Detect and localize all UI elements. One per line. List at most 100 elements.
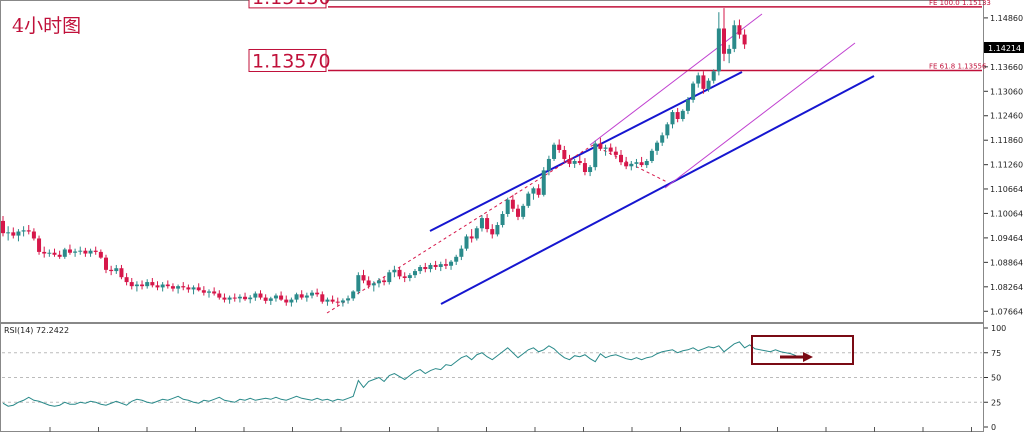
candle-body — [155, 285, 160, 288]
current-price-tag: 1.14214 — [984, 42, 1024, 53]
candle-body — [675, 112, 680, 120]
chart-title: 4小时图 — [12, 15, 81, 37]
candle-body — [526, 193, 531, 206]
candle-body — [346, 298, 351, 301]
candle-body — [474, 228, 479, 239]
candle-body — [140, 284, 145, 287]
candle-body — [418, 267, 423, 272]
candle-layer — [1, 8, 747, 307]
candle-body — [253, 293, 258, 298]
candle-body — [624, 162, 629, 167]
candle-body — [541, 170, 546, 195]
candle-body — [387, 272, 392, 283]
fib-small-label: FE 61.8 1.13556 — [929, 62, 987, 70]
candle-body — [196, 287, 201, 291]
grid-layer — [2, 352, 982, 403]
candle-body — [634, 162, 639, 164]
candle-body — [644, 161, 649, 166]
candle-body — [706, 80, 711, 89]
price-tick-label: 1.10064 — [990, 209, 1023, 218]
candle-body — [176, 286, 181, 289]
candle-body — [258, 293, 263, 298]
candle-body — [134, 284, 139, 287]
candle-body — [217, 293, 222, 298]
fib-label-box — [248, 0, 327, 9]
candle-body — [557, 144, 562, 150]
price-tick-label: 1.11860 — [990, 136, 1023, 145]
candle-body — [366, 280, 371, 286]
candle-body — [485, 218, 490, 230]
candle-body — [263, 297, 268, 301]
candle-body — [330, 299, 335, 302]
rsi-tick-label: 25 — [991, 398, 1001, 407]
candle-body — [42, 251, 47, 254]
rsi-tick-label: 0 — [991, 423, 996, 432]
candle-body — [31, 231, 36, 239]
candle-body — [181, 286, 186, 288]
candle-body — [83, 250, 88, 254]
candle-body — [268, 298, 273, 301]
candle-body — [407, 275, 412, 279]
candle-body — [191, 287, 196, 290]
candle-body — [93, 250, 98, 252]
price-tick-label: 1.08864 — [990, 258, 1023, 267]
candle-body — [170, 286, 175, 289]
candle-body — [649, 150, 654, 161]
current-price-text: 1.14214 — [988, 44, 1021, 53]
candle-body — [320, 294, 325, 302]
candle-body — [598, 143, 603, 149]
rsi-layer — [2, 341, 797, 407]
candle-body — [57, 254, 62, 257]
candle-body — [722, 28, 726, 54]
candle-body — [588, 167, 593, 173]
fib-layer: 1.15130 FE 100.0 1.15133 1.13570 FE 61.8 1.… — [248, 0, 991, 72]
rsi-label: RSI(14) 72.2422 — [4, 326, 69, 335]
channel-upper-line — [429, 71, 743, 232]
candle-body — [510, 199, 515, 209]
candle-body — [1, 220, 5, 234]
fib-label-box — [248, 48, 327, 72]
candle-body — [629, 163, 634, 167]
candle-body — [536, 188, 541, 195]
candle-body — [361, 275, 366, 281]
candle-body — [284, 299, 289, 303]
candle-body — [577, 161, 582, 164]
candle-body — [552, 144, 557, 159]
candle-body — [62, 249, 67, 257]
price-tick-label: 1.12460 — [990, 112, 1023, 121]
candle-body — [665, 124, 670, 136]
candle-body — [397, 269, 402, 277]
rsi-highlight-box — [751, 335, 854, 365]
fib-level-label: 1.15130 — [252, 0, 331, 9]
candle-body — [727, 48, 732, 54]
candle-body — [21, 230, 26, 232]
candle-body — [201, 290, 206, 293]
candle-body — [737, 25, 742, 35]
fib-level-label: 1.13570 — [252, 50, 331, 72]
candle-body — [742, 34, 747, 45]
candle-body — [505, 199, 510, 214]
rsi-tick-label: 75 — [991, 349, 1001, 358]
candle-body — [603, 147, 608, 149]
candle-body — [521, 205, 526, 217]
price-tick-label: 1.07664 — [990, 307, 1023, 316]
candle-body — [237, 296, 242, 299]
candle-body — [104, 257, 108, 270]
candle-body — [660, 135, 665, 143]
price-tick-label: 1.10664 — [990, 185, 1023, 194]
price-tick-label: 1.11260 — [990, 161, 1023, 170]
candle-body — [315, 292, 320, 295]
candle-body — [479, 218, 484, 229]
pitchfork-lower-line — [664, 42, 856, 189]
candle-body — [670, 112, 675, 125]
candle-body — [691, 83, 696, 100]
candle-body — [52, 252, 57, 255]
candle-body — [279, 295, 284, 300]
candle-body — [212, 291, 217, 294]
candle-body — [696, 75, 701, 84]
candle-body — [562, 149, 567, 159]
axis-layer: 1.14860 1.13660 1.13060 1.12460 1.11860 1.112… — [49, 14, 1023, 432]
candle-body — [433, 264, 438, 267]
candle-body — [124, 277, 129, 283]
candle-body — [495, 225, 500, 235]
